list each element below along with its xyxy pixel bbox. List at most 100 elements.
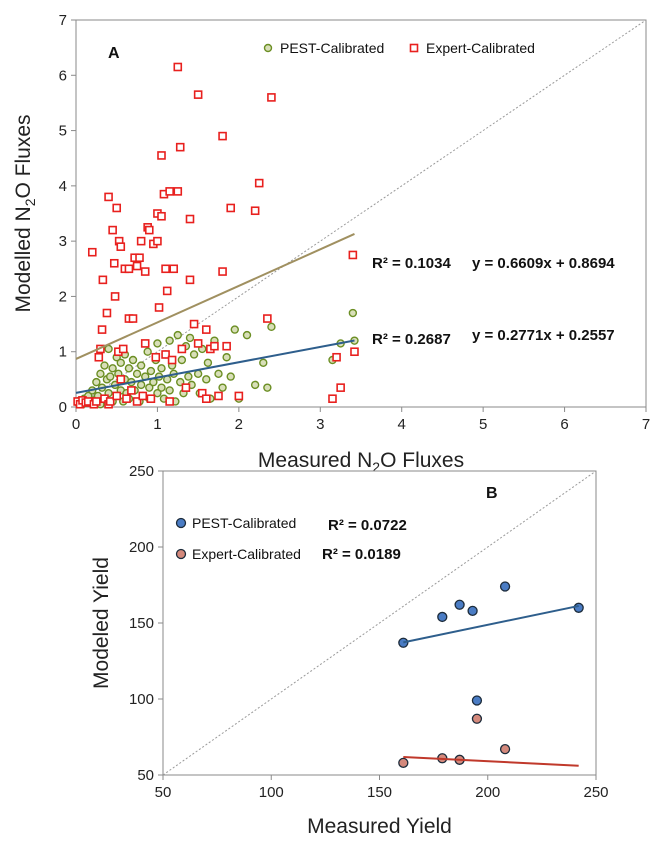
data-point-expert bbox=[169, 264, 179, 274]
data-point-expert bbox=[140, 267, 150, 276]
y-axis-label: Modelled N2O Fluxes bbox=[12, 114, 38, 312]
data-point-pest bbox=[165, 336, 174, 345]
data-point-expert bbox=[350, 347, 359, 357]
one-to-one-line bbox=[162, 470, 597, 776]
data-point-expert bbox=[109, 258, 119, 268]
data-point-expert bbox=[250, 206, 260, 216]
data-point-pest bbox=[153, 339, 162, 348]
x-tick-label: 2 bbox=[235, 416, 243, 433]
legend-label-expert: Expert-Calibrated bbox=[426, 40, 535, 56]
data-point-expert bbox=[177, 344, 187, 354]
x-tick-label: 4 bbox=[398, 416, 406, 433]
x-axis-label: Measured N2O Fluxes bbox=[258, 449, 464, 475]
data-point-pest bbox=[100, 361, 109, 370]
data-point-pest bbox=[184, 372, 193, 381]
y-tick-label: 1 bbox=[59, 344, 67, 361]
data-point-expert bbox=[151, 352, 161, 362]
data-point-pest bbox=[124, 364, 134, 373]
y-tick-label: 200 bbox=[129, 539, 154, 556]
x-tick-label: 100 bbox=[259, 784, 284, 801]
data-point-pest bbox=[173, 330, 182, 340]
legend-label-pest: PEST-Calibrated bbox=[192, 515, 296, 531]
data-point-pest bbox=[128, 355, 138, 365]
data-point-expert bbox=[175, 142, 185, 152]
y-tick-label: 7 bbox=[59, 12, 67, 29]
data-point-pest bbox=[226, 372, 235, 381]
data-point-pest bbox=[105, 372, 115, 381]
legend-label-pest: PEST-Calibrated bbox=[280, 40, 384, 56]
equation-label-expert-fit: y = 0.6609x + 0.8694 bbox=[472, 255, 615, 272]
x-tick-label: 150 bbox=[367, 784, 392, 801]
data-point-expert bbox=[144, 225, 154, 235]
data-point-expert bbox=[116, 242, 126, 251]
y-tick-label: 100 bbox=[129, 691, 154, 708]
data-point-expert bbox=[108, 225, 117, 235]
legend-marker-expert bbox=[175, 548, 187, 560]
data-point-pest bbox=[116, 358, 125, 367]
data-point-expert bbox=[267, 93, 276, 102]
legend-marker-pest bbox=[263, 43, 273, 53]
data-point-expert bbox=[167, 355, 177, 365]
y-tick-label: 0 bbox=[59, 399, 67, 416]
x-tick-label: 3 bbox=[316, 416, 324, 433]
data-point-expert bbox=[214, 391, 223, 401]
data-point-expert bbox=[128, 314, 138, 323]
data-point-expert bbox=[234, 391, 244, 401]
data-point-expert bbox=[110, 292, 120, 301]
data-point-expert bbox=[116, 375, 126, 384]
data-point-expert bbox=[193, 339, 203, 348]
equation-label-pest-fit: y = 0.2771x + 0.2557 bbox=[472, 327, 615, 344]
data-point-pest bbox=[222, 353, 231, 362]
data-point-expert bbox=[165, 397, 174, 406]
trend-line-pest bbox=[403, 604, 579, 644]
data-point-expert bbox=[332, 352, 341, 362]
data-point-pest bbox=[146, 366, 156, 376]
y-tick-label: 150 bbox=[129, 615, 154, 632]
x-tick-label: 250 bbox=[583, 784, 608, 801]
one-to-one-line bbox=[75, 19, 647, 408]
x-tick-label: 5 bbox=[479, 416, 487, 433]
data-point-pest bbox=[92, 377, 101, 387]
panel-b: 50 100 150 200 250 50 100 150 200 250 Measured Yie… bbox=[90, 463, 609, 838]
x-tick-label: 7 bbox=[642, 416, 650, 433]
data-point-expert bbox=[124, 264, 134, 274]
data-point-pest bbox=[185, 333, 195, 343]
data-point-expert bbox=[157, 151, 166, 160]
data-point-pest bbox=[157, 383, 166, 392]
data-point-expert bbox=[94, 352, 104, 362]
data-point-expert bbox=[328, 394, 337, 404]
data-point-pest bbox=[218, 383, 227, 392]
data-point-pest bbox=[143, 347, 152, 356]
y-tick-label: 3 bbox=[59, 233, 67, 250]
data-point-pest bbox=[454, 599, 465, 610]
data-point-expert bbox=[136, 236, 146, 246]
data-point-expert bbox=[162, 286, 172, 296]
data-point-expert bbox=[112, 203, 122, 213]
data-point-expert bbox=[222, 341, 231, 351]
data-point-pest bbox=[348, 308, 358, 318]
data-point-expert bbox=[112, 391, 122, 401]
data-point-expert bbox=[185, 214, 195, 224]
data-point-expert bbox=[161, 264, 170, 274]
r2-label-expert-fit: R² = 0.1034 bbox=[372, 255, 451, 272]
data-point-pest bbox=[573, 602, 584, 613]
data-point-pest bbox=[202, 375, 211, 384]
data-point-expert bbox=[499, 744, 511, 755]
panel-a: 0 1 2 3 4 5 6 7 0 1 2 3 4 5 6 7 Measured N2O Fluxes Model… bbox=[12, 12, 650, 475]
r2-label-pest-fit: R² = 0.2687 bbox=[372, 331, 451, 348]
x-tick-label: 1 bbox=[153, 416, 161, 433]
data-point-pest bbox=[189, 350, 199, 359]
legend-marker-pest bbox=[175, 517, 187, 529]
y-tick-label: 4 bbox=[59, 178, 67, 195]
panel-label: B bbox=[486, 485, 498, 502]
data-point-expert bbox=[348, 250, 358, 260]
data-point-expert bbox=[185, 275, 195, 285]
data-point-pest bbox=[177, 355, 187, 365]
data-point-pest bbox=[398, 637, 409, 648]
data-point-expert bbox=[97, 325, 107, 334]
data-point-expert bbox=[173, 62, 183, 72]
data-point-pest bbox=[145, 383, 154, 392]
data-point-expert bbox=[92, 397, 101, 406]
